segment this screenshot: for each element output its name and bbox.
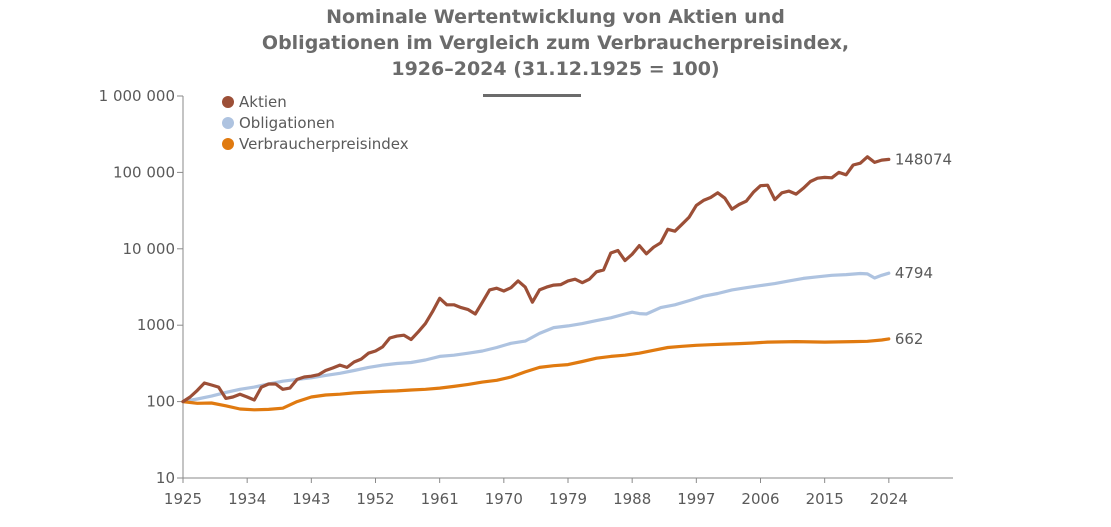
series-lines [181,155,891,412]
end-labels: 148074 4794 662 [895,150,952,348]
x-tick-label: 1943 [292,490,330,508]
legend-marker-verbraucherpreisindex [222,138,234,150]
x-tick-label: 2015 [806,490,844,508]
legend-marker-aktien [222,96,234,108]
title-line-3: 1926–2024 (31.12.1925 = 100) [391,58,720,80]
series-line-verbraucherpreisindex [181,337,891,412]
x-tick-label: 1988 [613,490,651,508]
y-tick-label: 1000 [137,316,175,334]
series-line-aktien [181,155,891,404]
end-label-aktien: 148074 [895,150,952,168]
x-tick-label: 1997 [677,490,715,508]
legend-label-obligationen: Obligationen [239,114,335,132]
x-tick-label: 2006 [741,490,779,508]
x-tick-label: 1925 [164,490,202,508]
legend: Aktien Obligationen Verbraucherpreisindex [222,93,409,153]
end-label-verbraucherpreisindex: 662 [895,330,924,348]
series-line-obligationen [181,271,891,404]
x-tick-label: 1970 [485,490,523,508]
title-underline [483,94,581,97]
chart-title: Nominale Wertentwicklung von Aktien und … [0,4,1111,82]
legend-label-aktien: Aktien [239,93,287,111]
title-line-1: Nominale Wertentwicklung von Aktien und [326,6,785,28]
y-tick-label: 100 [146,393,175,411]
axes: 10 100 1000 10 000 100 000 1 000 000 1925 1934 1… [99,87,953,508]
y-tick-label: 10 000 [123,240,176,258]
x-tick-label: 1934 [228,490,266,508]
legend-label-verbraucherpreisindex: Verbraucherpreisindex [239,135,409,153]
x-tick-label: 1952 [356,490,394,508]
x-tick-label: 1979 [549,490,587,508]
y-tick-label: 1 000 000 [99,87,175,105]
y-tick-label: 100 000 [113,163,175,181]
x-tick-label: 2024 [870,490,908,508]
legend-marker-obligationen [222,117,234,129]
y-tick-label: 10 [156,469,175,487]
title-line-2: Obligationen im Vergleich zum Verbrauche… [261,32,850,54]
x-tick-label: 1961 [421,490,459,508]
end-label-obligationen: 4794 [895,264,933,282]
